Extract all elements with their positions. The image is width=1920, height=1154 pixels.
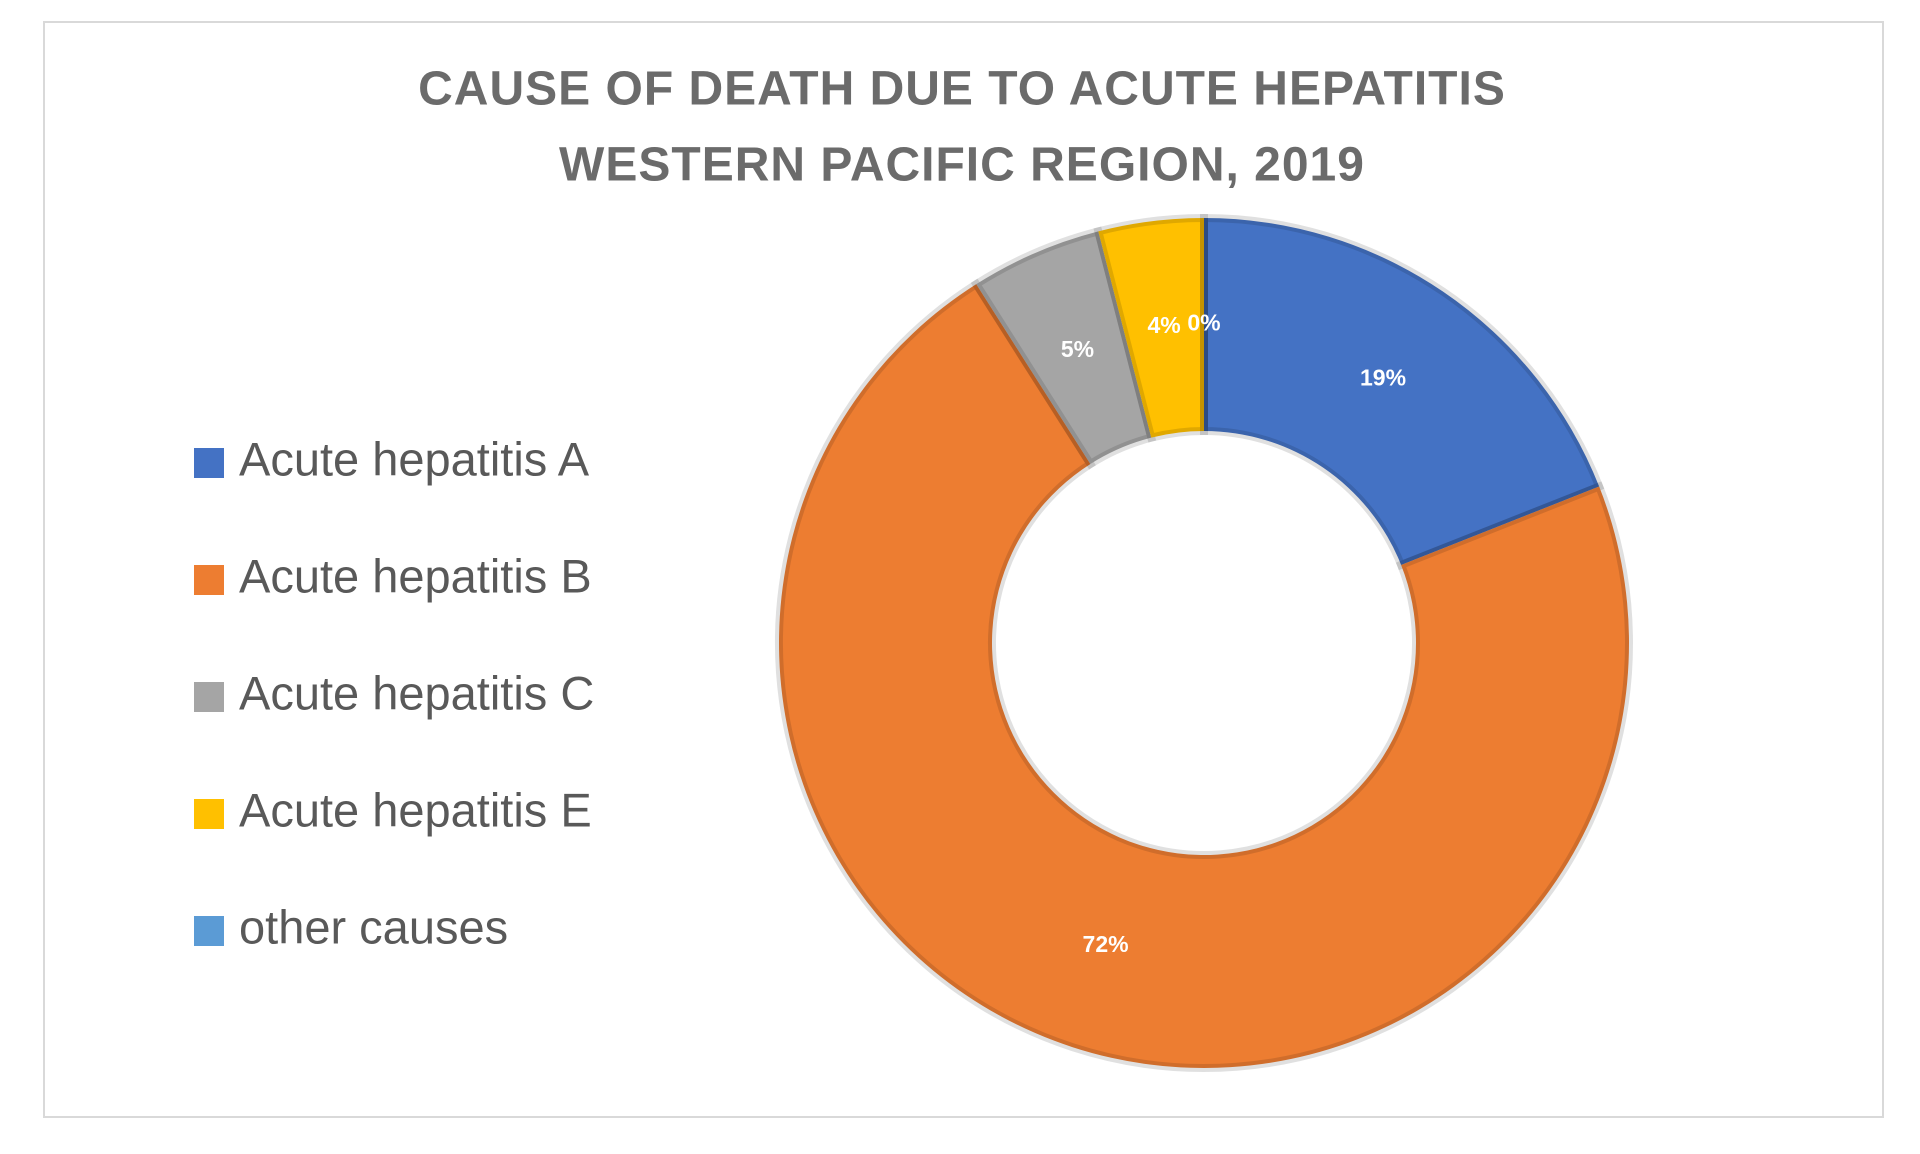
chart-title: CAUSE OF DEATH DUE TO ACUTE HEPATITIS [418, 63, 1506, 116]
legend-label: other causes [239, 900, 508, 953]
legend-swatch [194, 916, 224, 946]
data-label: 5% [1061, 336, 1094, 362]
legend-swatch [194, 565, 224, 595]
data-label: 72% [1083, 931, 1129, 957]
legend-label: Acute hepatitis C [239, 666, 594, 719]
legend-label: Acute hepatitis A [239, 432, 590, 485]
legend-label: Acute hepatitis E [239, 783, 592, 836]
donut-slice [1200, 213, 1605, 571]
legend-label: Acute hepatitis B [239, 549, 592, 602]
legend-swatch [194, 448, 224, 478]
legend-swatch [194, 682, 224, 712]
chart-subtitle: WESTERN PACIFIC REGION, 2019 [559, 139, 1365, 192]
donut-slice [775, 278, 1633, 1072]
legend-swatch [194, 799, 224, 829]
data-label: 0% [1187, 310, 1220, 336]
data-label: 19% [1360, 365, 1406, 391]
donut-slice [1093, 213, 1208, 443]
data-label: 4% [1147, 312, 1180, 338]
